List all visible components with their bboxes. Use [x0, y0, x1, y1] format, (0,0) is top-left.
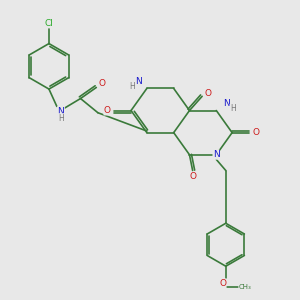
Text: O: O — [204, 89, 211, 98]
Text: O: O — [98, 79, 106, 88]
Text: O: O — [189, 172, 196, 181]
Text: H: H — [230, 104, 236, 113]
Text: Cl: Cl — [44, 19, 53, 28]
Text: O: O — [252, 128, 259, 137]
Text: H: H — [129, 82, 135, 91]
Text: O: O — [219, 279, 226, 288]
Text: O: O — [104, 106, 111, 115]
Text: N: N — [58, 107, 64, 116]
Text: H: H — [58, 114, 64, 123]
Text: N: N — [213, 150, 220, 159]
Text: N: N — [135, 77, 141, 86]
Text: N: N — [223, 99, 230, 108]
Text: CH₃: CH₃ — [239, 284, 252, 290]
